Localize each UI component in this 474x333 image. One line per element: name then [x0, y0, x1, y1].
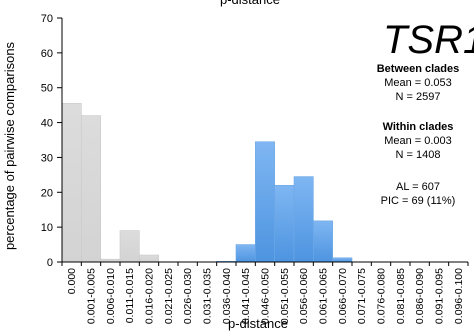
x-axis-title: p-distance	[228, 316, 288, 331]
between-clades-n: N = 2597	[396, 91, 441, 103]
x-tick-label-11: 0.051-0.055	[279, 268, 291, 324]
bar-within-4	[139, 254, 159, 263]
x-tick-label-15: 0.071-0.075	[356, 268, 368, 324]
bar-between-9	[235, 244, 256, 263]
top-axis-label: p-distance	[220, 0, 280, 7]
x-tick-label-12: 0.056-0.060	[298, 268, 310, 324]
bar-between-13	[313, 220, 333, 263]
y-tick-label-30: 30	[41, 152, 53, 164]
y-tick-label-0: 0	[47, 257, 53, 269]
x-tick-label-20: 0.096-0.100	[453, 268, 465, 324]
bar-between-14	[332, 257, 353, 263]
x-tick-label-0: 0.000	[66, 268, 78, 294]
x-tick-label-2: 0.006-0.010	[105, 268, 117, 324]
y-tick-label-20: 20	[41, 187, 53, 199]
y-axis: 0 10 20 30 40 50 60 70	[41, 13, 63, 269]
parsimony-informative-count: PIC = 69 (11%)	[381, 195, 456, 207]
bar-between-12	[293, 176, 314, 263]
within-clades-n: N = 1408	[396, 149, 441, 161]
within-clades-title: Within clades	[383, 121, 454, 133]
alignment-length: AL = 607	[396, 181, 440, 193]
x-tick-label-16: 0.076-0.080	[376, 268, 388, 324]
x-tick-label-13: 0.061-0.065	[318, 268, 330, 324]
x-tick-label-7: 0.031-0.035	[202, 268, 214, 324]
x-tick-label-14: 0.066-0.070	[337, 268, 349, 324]
x-tick-label-8: 0.036-0.040	[221, 268, 233, 324]
between-clades-title: Between clades	[377, 63, 460, 75]
between-clades-mean: Mean = 0.053	[384, 77, 452, 89]
x-tick-label-19: 0.091-0.095	[434, 268, 446, 324]
y-tick-label-60: 60	[41, 48, 53, 60]
y-tick-label-40: 40	[41, 118, 53, 130]
x-tick-label-1: 0.001-0.005	[86, 268, 98, 324]
x-tick-label-9: 0.041-0.045	[240, 268, 252, 324]
x-tick-label-3: 0.011-0.015	[124, 268, 136, 323]
y-tick-label-10: 10	[41, 222, 53, 234]
bar-between-10	[255, 141, 275, 263]
bar-within-0	[61, 103, 82, 263]
y-axis-title: percentage of pairwise comparisons	[2, 41, 17, 250]
x-tick-label-18: 0.086-0.090	[414, 268, 426, 324]
within-clades-mean: Mean = 0.003	[384, 135, 452, 147]
x-tick-label-10: 0.046-0.050	[260, 268, 272, 324]
bar-between-11	[274, 185, 295, 263]
bar-within-1	[81, 115, 101, 263]
x-tick-label-17: 0.081-0.085	[395, 268, 407, 324]
y-tick-label-50: 50	[41, 83, 53, 95]
x-axis: 0.000 0.001-0.005 0.006-0.010 0.011-0.015 0.…	[61, 261, 469, 324]
bar-within-3	[119, 230, 140, 263]
gene-label: TSR1	[383, 18, 474, 62]
x-tick-label-6: 0.026-0.030	[182, 268, 194, 324]
bars-group	[61, 103, 353, 263]
x-tick-label-5: 0.021-0.025	[163, 268, 175, 324]
y-tick-label-70: 70	[41, 13, 53, 25]
x-tick-label-4: 0.016-0.020	[144, 268, 156, 324]
